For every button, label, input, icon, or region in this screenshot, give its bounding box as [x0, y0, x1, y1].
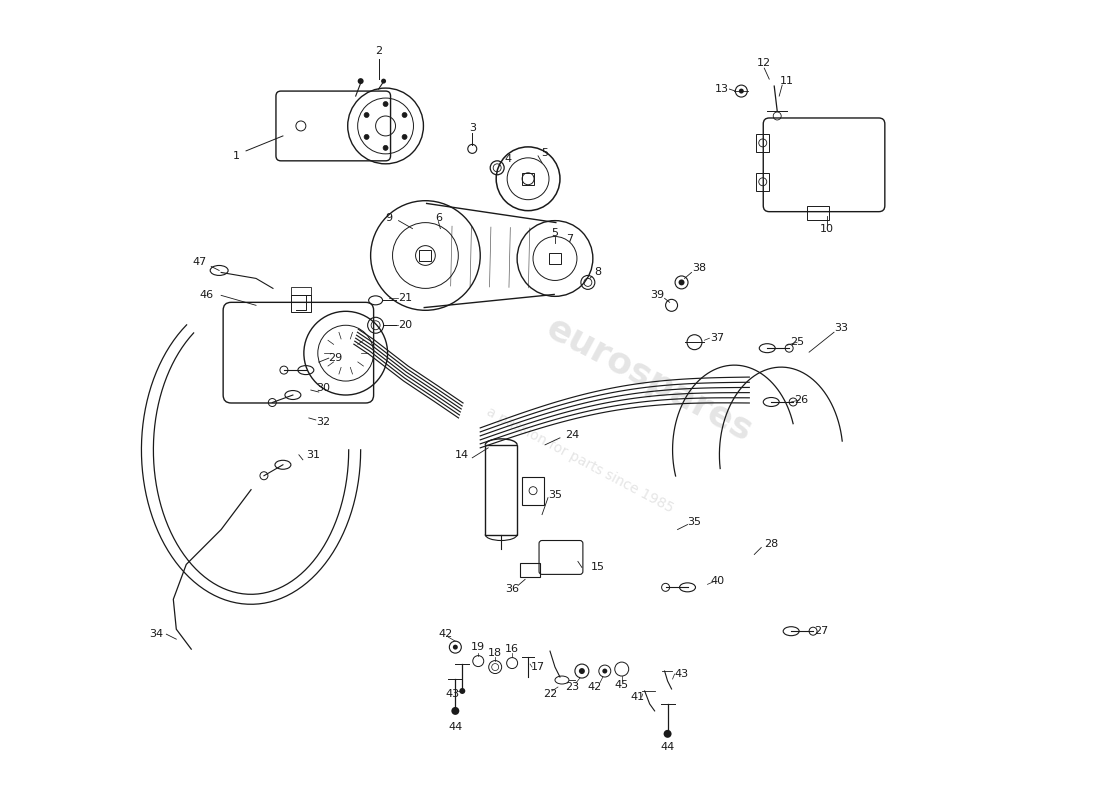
- Bar: [520, 563, 540, 578]
- Text: 17: 17: [531, 662, 546, 672]
- Circle shape: [451, 707, 460, 715]
- Text: 2: 2: [375, 46, 382, 56]
- Circle shape: [460, 688, 465, 694]
- Circle shape: [679, 279, 684, 286]
- Text: 18: 18: [488, 648, 503, 658]
- Text: 19: 19: [471, 642, 485, 652]
- Text: 43: 43: [674, 669, 689, 679]
- Text: 39: 39: [650, 290, 664, 300]
- Text: 15: 15: [591, 562, 605, 573]
- Circle shape: [579, 668, 585, 674]
- Bar: [290, 287, 311, 295]
- Circle shape: [364, 134, 370, 139]
- Text: 37: 37: [711, 334, 725, 343]
- Bar: [485, 445, 517, 534]
- Text: 44: 44: [660, 742, 674, 752]
- Text: 12: 12: [757, 58, 771, 68]
- Circle shape: [358, 78, 364, 84]
- Text: 11: 11: [780, 76, 794, 86]
- Text: 22: 22: [543, 689, 557, 699]
- Text: 31: 31: [306, 450, 320, 460]
- Text: 44: 44: [448, 722, 462, 732]
- Text: eurospares: eurospares: [541, 311, 759, 449]
- Text: 7: 7: [566, 234, 573, 243]
- Text: 9: 9: [385, 213, 392, 222]
- Text: 41: 41: [630, 692, 645, 702]
- Text: 26: 26: [794, 395, 808, 405]
- Text: 6: 6: [434, 213, 442, 222]
- Circle shape: [383, 102, 388, 106]
- Text: a passion for parts since 1985: a passion for parts since 1985: [484, 404, 675, 515]
- Text: 28: 28: [764, 539, 779, 550]
- Text: 1: 1: [232, 151, 240, 161]
- Text: 25: 25: [790, 338, 804, 347]
- Text: 4: 4: [505, 154, 512, 164]
- Circle shape: [381, 78, 386, 84]
- Text: 10: 10: [820, 223, 834, 234]
- Bar: [807, 206, 829, 220]
- Circle shape: [383, 146, 388, 150]
- Text: 20: 20: [398, 320, 412, 330]
- Text: 40: 40: [711, 576, 725, 586]
- Text: 24: 24: [564, 430, 579, 440]
- Circle shape: [453, 645, 458, 650]
- Text: 35: 35: [688, 517, 702, 526]
- Text: 42: 42: [587, 682, 602, 692]
- Text: 3: 3: [469, 123, 476, 133]
- Text: 21: 21: [398, 294, 412, 303]
- Text: 5: 5: [551, 227, 559, 238]
- Text: 16: 16: [505, 644, 519, 654]
- Text: 13: 13: [714, 84, 728, 94]
- Circle shape: [739, 89, 744, 94]
- Bar: [419, 250, 431, 262]
- Text: 46: 46: [199, 290, 213, 300]
- Text: 27: 27: [814, 626, 828, 636]
- Bar: [290, 295, 311, 312]
- Text: 14: 14: [455, 450, 470, 460]
- Text: 42: 42: [438, 629, 452, 639]
- Text: 47: 47: [192, 258, 207, 267]
- Bar: [757, 134, 769, 152]
- Text: 33: 33: [834, 323, 848, 334]
- Text: 5: 5: [541, 148, 549, 158]
- Circle shape: [663, 730, 672, 738]
- Text: 8: 8: [594, 267, 602, 278]
- Text: 32: 32: [316, 417, 330, 427]
- Circle shape: [364, 113, 370, 118]
- Circle shape: [403, 113, 407, 118]
- Text: 34: 34: [150, 629, 164, 639]
- Circle shape: [603, 669, 607, 674]
- Text: 43: 43: [446, 689, 460, 699]
- Text: 35: 35: [548, 490, 562, 500]
- Circle shape: [403, 134, 407, 139]
- Text: 30: 30: [316, 383, 330, 393]
- Text: 23: 23: [565, 682, 579, 692]
- Text: 36: 36: [505, 584, 519, 594]
- Text: 45: 45: [615, 680, 629, 690]
- Bar: [549, 253, 561, 265]
- Text: 38: 38: [692, 263, 706, 274]
- Bar: [757, 173, 769, 190]
- Bar: [522, 173, 535, 185]
- Text: 29: 29: [329, 353, 343, 363]
- Bar: [522, 477, 544, 505]
